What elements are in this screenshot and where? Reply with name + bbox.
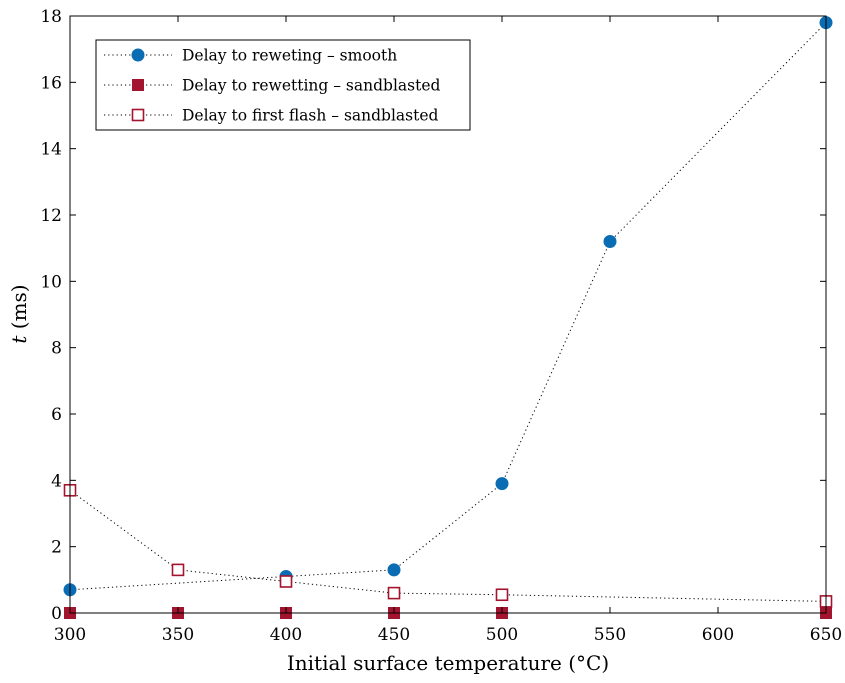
legend-label: Delay to rewetting – sandblasted (182, 77, 440, 95)
legend-label: Delay to first flash – sandblasted (182, 107, 439, 125)
data-point-series-3 (171, 563, 185, 577)
data-point-series-1 (603, 235, 617, 249)
y-tick-label: 4 (51, 471, 62, 491)
x-tick-label: 350 (162, 625, 194, 645)
data-point-series-3 (279, 575, 293, 588)
legend-label: Delay to reweting – smooth (182, 47, 397, 65)
legend-marker (131, 108, 145, 122)
x-axis-ticks: 300 350 400 450 500 550 600 650 (54, 16, 842, 645)
x-axis-label: Initial surface temperature (°C) (287, 651, 609, 675)
x-tick-label: 400 (270, 625, 302, 645)
x-tick-label: 600 (702, 625, 734, 645)
x-tick-label: 550 (594, 625, 626, 645)
x-tick-label: 450 (378, 625, 410, 645)
y-tick-label: 2 (51, 538, 62, 558)
x-tick-label: 650 (810, 625, 842, 645)
y-tick-label: 8 (51, 339, 62, 359)
y-axis-label-symbol: t (7, 335, 31, 344)
legend-marker (131, 48, 145, 62)
y-tick-label: 18 (40, 7, 62, 27)
x-tick-label: 300 (54, 625, 86, 645)
y-axis-ticks: 0 2 4 6 8 10 12 14 16 18 (40, 7, 826, 624)
y-tick-label: 12 (40, 206, 62, 226)
legend-marker (132, 79, 144, 91)
y-tick-label: 0 (51, 604, 62, 624)
y-tick-label: 16 (40, 73, 62, 93)
legend: Delay to reweting – smooth Delay to rewet… (95, 39, 471, 131)
y-tick-label: 14 (40, 140, 62, 160)
y-tick-label: 6 (51, 405, 62, 425)
data-point-series-1 (495, 477, 509, 491)
y-axis-label-unit: (ms) (7, 284, 31, 335)
data-point-series-3 (387, 586, 401, 600)
x-tick-label: 500 (486, 625, 518, 645)
data-point-series-1 (387, 563, 401, 577)
data-point-series-3 (495, 588, 509, 602)
y-axis-label: t (ms) (7, 284, 31, 343)
plot-frame (69, 15, 827, 614)
y-tick-label: 10 (40, 272, 62, 292)
legend-box (95, 39, 471, 131)
series-line-3 (69, 489, 827, 602)
